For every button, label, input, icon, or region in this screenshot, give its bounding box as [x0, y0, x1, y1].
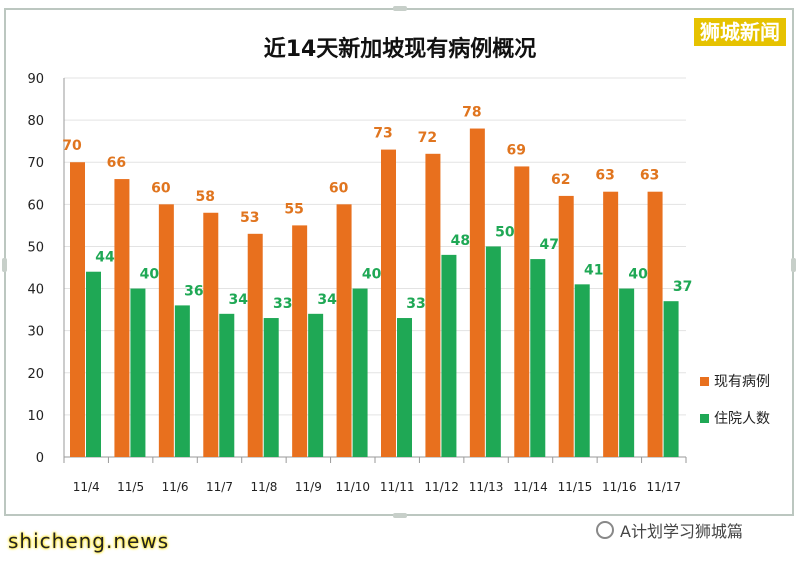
x-tick-label: 11/13: [469, 480, 504, 494]
bar-current-cases: [381, 149, 396, 458]
data-label: 78: [462, 105, 481, 121]
bar-hospitalized: [352, 288, 368, 457]
wechat-icon: [596, 521, 614, 539]
bar-hospitalized: [485, 246, 501, 457]
resize-handle-right[interactable]: [791, 258, 796, 272]
y-tick-label: 90: [27, 72, 44, 87]
legend-label: 现有病例: [714, 374, 770, 390]
x-tick-label: 11/16: [602, 480, 637, 494]
data-label: 60: [151, 180, 171, 196]
bar-hospitalized: [663, 301, 679, 457]
y-tick-label: 20: [27, 367, 44, 382]
legend-swatch: [700, 414, 709, 423]
data-label: 55: [284, 201, 303, 217]
bar-hospitalized: [530, 259, 546, 457]
bar-hospitalized: [619, 288, 635, 457]
bar-current-cases: [247, 233, 263, 457]
x-tick-label: 11/15: [558, 480, 593, 494]
y-axis-ticks: 0 10 20 30 40 50 60 70 80 90: [27, 72, 44, 466]
bar-hospitalized: [263, 318, 279, 457]
resize-handle-left[interactable]: [2, 258, 7, 272]
data-label: 66: [107, 155, 126, 171]
bar-current-cases: [292, 225, 308, 457]
resize-handle-top[interactable]: [393, 6, 407, 11]
y-tick-label: 50: [27, 240, 44, 255]
data-label: 33: [406, 296, 425, 312]
x-tick-label: 11/8: [250, 480, 277, 494]
data-label: 47: [540, 237, 559, 253]
bar-hospitalized: [397, 318, 412, 457]
x-tick-label: 11/4: [73, 480, 100, 494]
bar-hospitalized: [574, 284, 590, 457]
data-label: 50: [495, 224, 515, 240]
data-label: 44: [95, 250, 115, 266]
bars: 70 44 66 40 60 36 58 34 53 33 55 34 60 40 73 33 72 48 78 50…: [62, 105, 692, 458]
data-label: 40: [140, 267, 160, 283]
x-tick-label: 11/7: [206, 480, 233, 494]
data-label: 34: [229, 292, 249, 308]
bar-current-cases: [203, 212, 219, 457]
bar-current-cases: [558, 195, 574, 457]
bar-current-cases: [469, 128, 485, 458]
resize-handle-bottom[interactable]: [393, 513, 407, 518]
watermark: shicheng.news: [8, 529, 170, 553]
x-tick-label: 11/12: [424, 480, 459, 494]
x-tick-label: 11/11: [380, 480, 415, 494]
chart-title: 近14天新加坡现有病例概况: [264, 36, 537, 62]
data-label: 63: [595, 168, 614, 184]
data-label: 48: [451, 233, 470, 249]
data-label: 72: [418, 130, 437, 146]
bar-current-cases: [647, 191, 663, 457]
bar-current-cases: [114, 179, 130, 458]
bar-current-cases: [158, 204, 174, 457]
data-label: 73: [373, 126, 392, 142]
source-text: A计划学习狮城篇: [620, 522, 743, 541]
data-label: 70: [62, 138, 82, 154]
data-label: 53: [240, 210, 259, 226]
y-tick-label: 80: [27, 114, 44, 129]
y-tick-label: 30: [27, 325, 44, 340]
source-label: A计划学习狮城篇: [596, 518, 743, 542]
bar-current-cases: [514, 166, 530, 457]
bar-hospitalized: [441, 254, 457, 457]
brand-logo: 狮城新闻: [694, 18, 786, 46]
bar-hospitalized: [219, 313, 235, 457]
y-tick-label: 0: [36, 451, 44, 466]
bar-current-cases: [603, 191, 619, 457]
legend-label: 住院人数: [714, 411, 770, 427]
data-label: 62: [551, 172, 570, 188]
data-label: 60: [329, 180, 349, 196]
bar-hospitalized: [308, 313, 324, 457]
x-tick-label: 11/6: [162, 480, 189, 494]
data-label: 33: [273, 296, 292, 312]
data-label: 36: [184, 283, 203, 299]
y-tick-label: 70: [27, 156, 44, 171]
x-tick-label: 11/17: [646, 480, 681, 494]
data-label: 40: [362, 267, 382, 283]
legend-swatch: [700, 377, 709, 386]
y-tick-label: 10: [27, 409, 44, 424]
x-tick-label: 11/10: [335, 480, 370, 494]
data-label: 34: [317, 292, 337, 308]
x-axis-ticks: 11/4 11/5 11/6 11/7 11/8 11/9 11/10 11/11 11/12 1…: [63, 457, 687, 494]
bar-hospitalized: [130, 288, 146, 457]
x-tick-label: 11/14: [513, 480, 548, 494]
bar-hospitalized: [174, 305, 190, 457]
bar-hospitalized: [86, 271, 101, 457]
bar-current-cases: [425, 153, 441, 458]
bar-current-cases: [336, 204, 352, 457]
y-tick-label: 60: [27, 198, 44, 213]
data-label: 41: [584, 262, 603, 278]
data-label: 63: [640, 168, 659, 184]
x-tick-label: 11/9: [295, 480, 322, 494]
data-label: 37: [673, 279, 692, 295]
x-tick-label: 11/5: [117, 480, 144, 494]
y-tick-label: 40: [27, 283, 44, 298]
data-label: 58: [196, 189, 215, 205]
data-label: 40: [628, 267, 648, 283]
data-label: 69: [507, 142, 526, 158]
bar-current-cases: [70, 162, 85, 457]
